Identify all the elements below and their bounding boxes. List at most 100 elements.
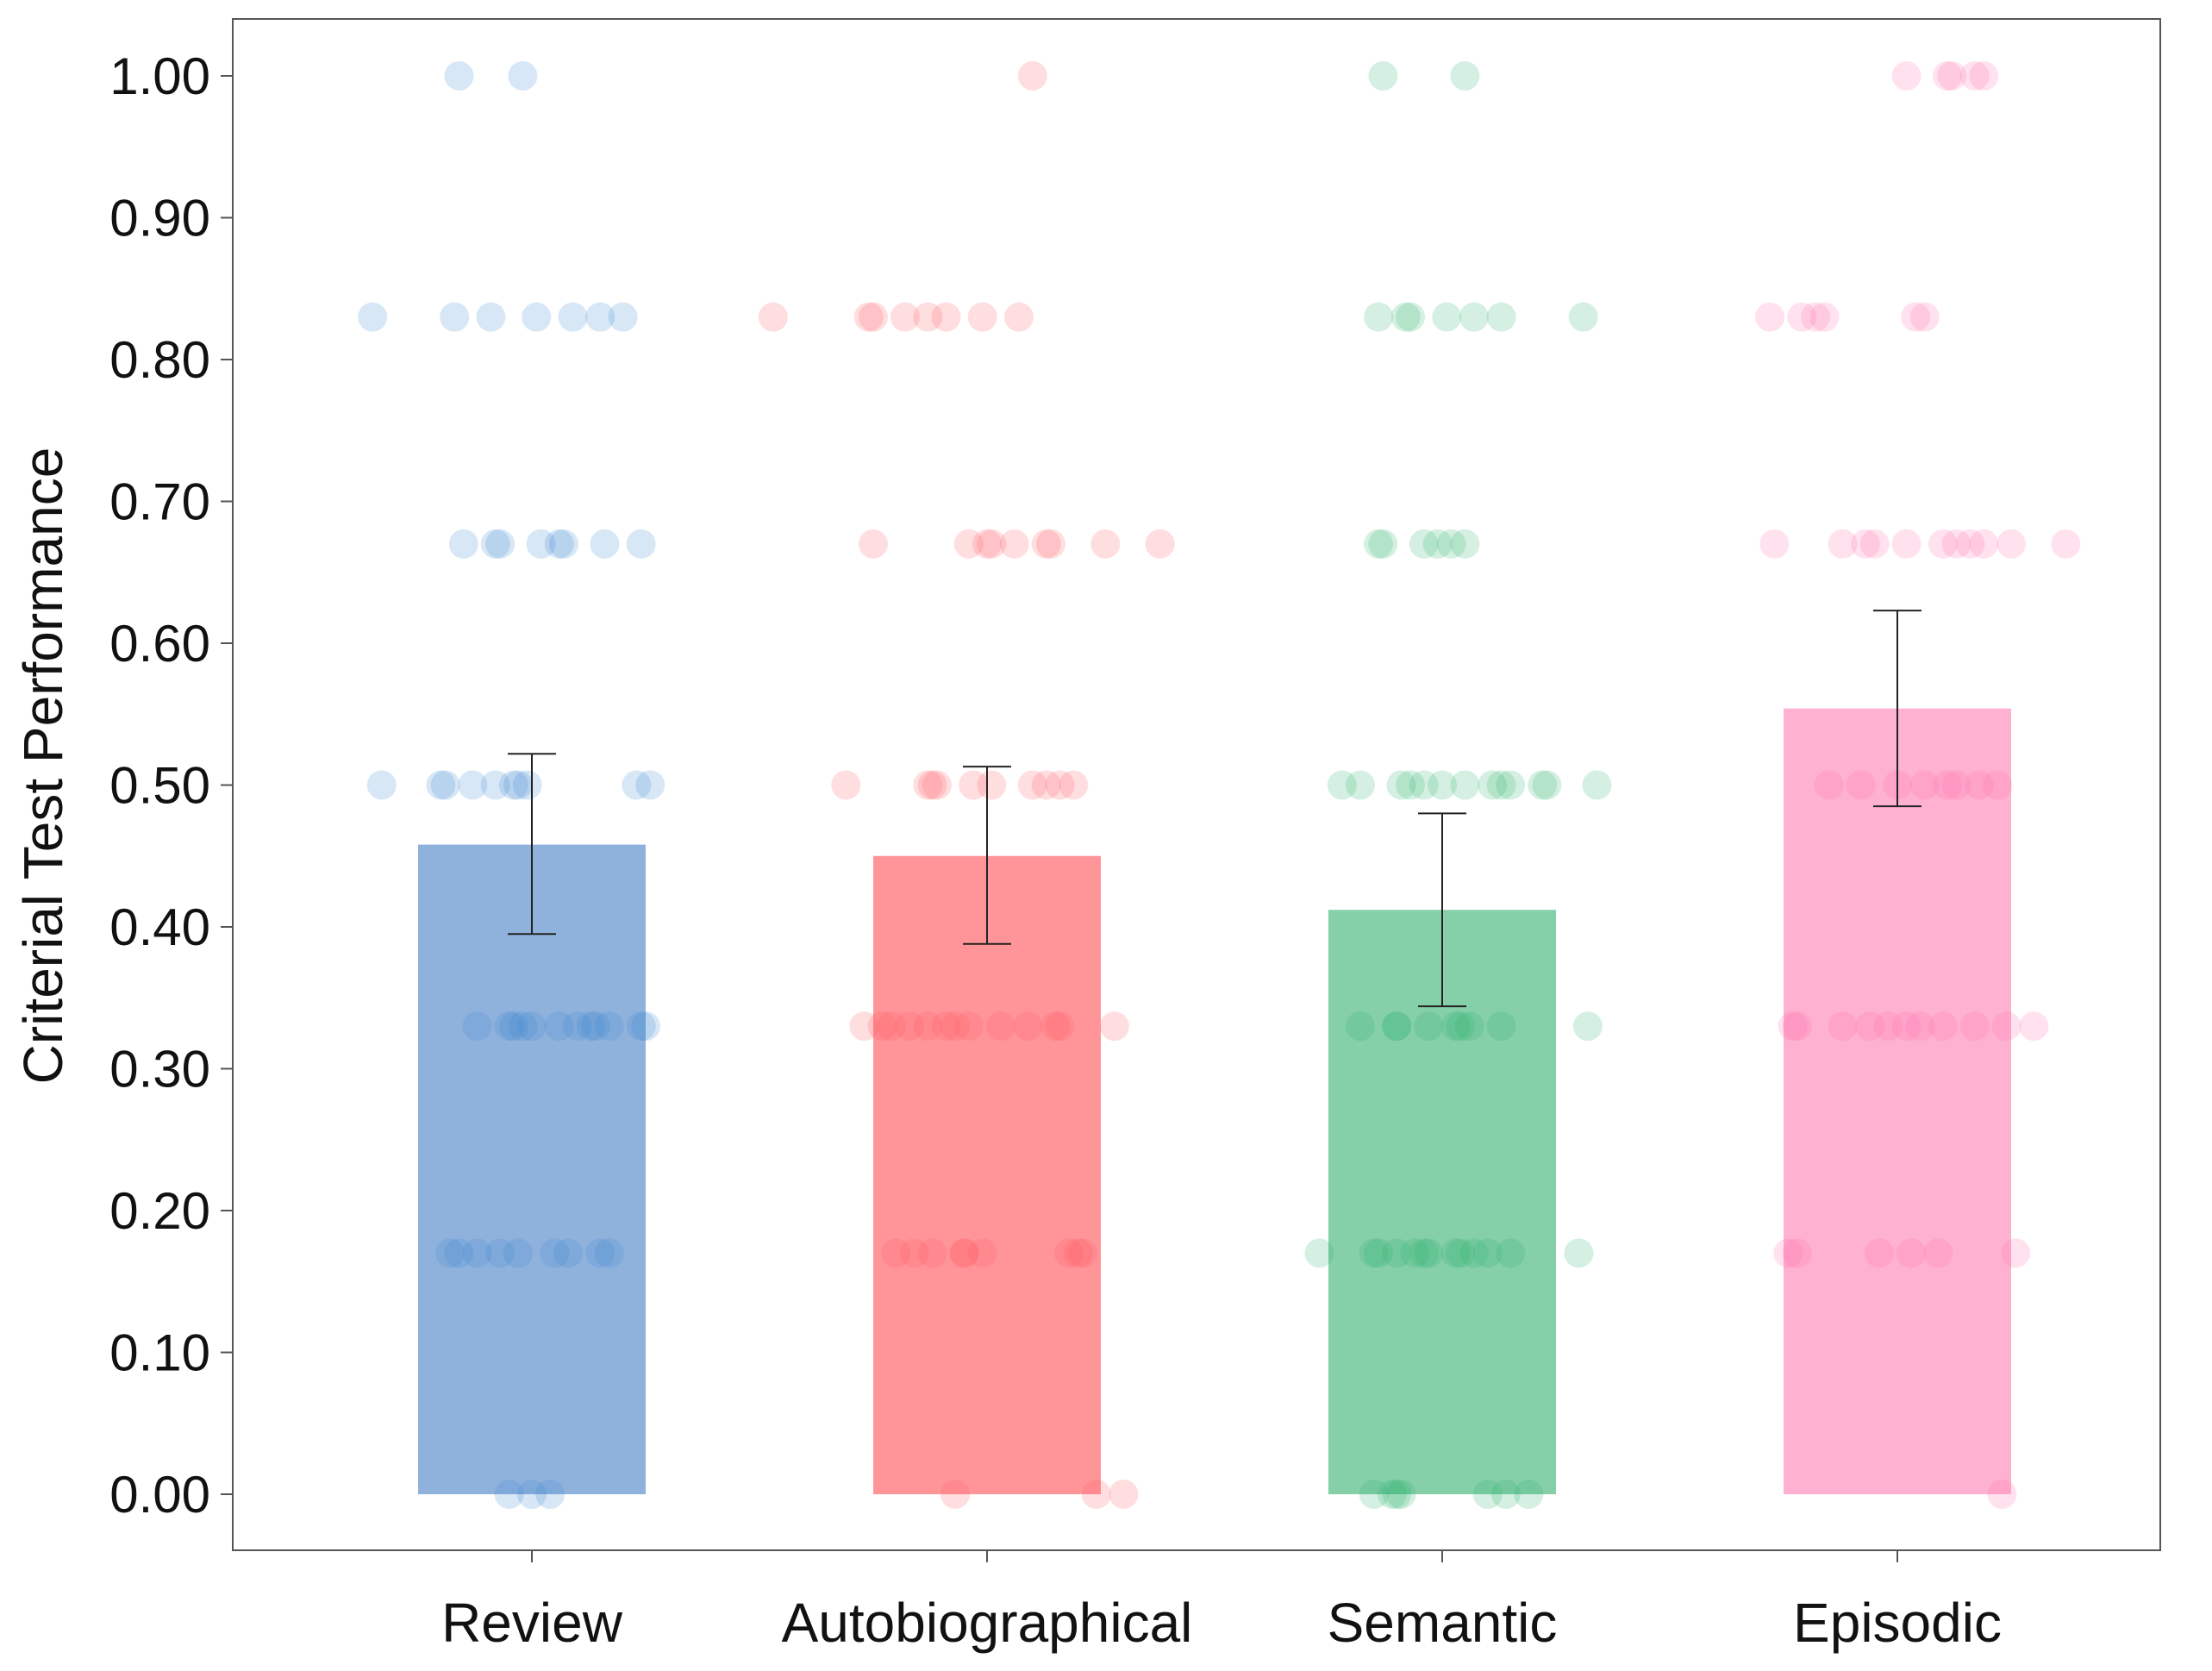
data-point: [1364, 529, 1394, 559]
data-point: [358, 302, 388, 332]
data-point: [1040, 1011, 1071, 1042]
data-point: [899, 1238, 929, 1268]
data-point: [1568, 302, 1598, 332]
bar-autobiographical: [873, 855, 1101, 1494]
data-point: [448, 529, 478, 559]
data-point: [558, 302, 588, 332]
data-point: [881, 1238, 911, 1268]
data-point: [967, 1238, 997, 1268]
data-point: [553, 1238, 584, 1268]
data-point: [1800, 302, 1830, 332]
bar-semantic: [1328, 910, 1556, 1494]
data-point: [853, 302, 884, 332]
data-point: [1099, 1011, 1129, 1042]
error-bars: [508, 610, 1921, 1008]
data-point: [1382, 1480, 1412, 1509]
data-point: [1017, 770, 1047, 800]
data-point: [434, 1238, 465, 1268]
data-point: [1396, 770, 1426, 800]
data-point: [1345, 770, 1375, 800]
data-point: [1873, 1011, 1903, 1042]
data-point: [1955, 529, 1985, 559]
data-point: [1782, 1238, 1812, 1268]
y-axis: 0.00 0.10 0.20 0.30 0.40 0.50 0.60 0.70 0.80 0.90…: [109, 47, 233, 1524]
data-point: [859, 529, 888, 559]
data-point: [1496, 770, 1526, 800]
data-point: [1941, 529, 1971, 559]
data-point: [1909, 770, 1940, 800]
data-point: [1409, 1238, 1439, 1268]
data-point: [1855, 1011, 1885, 1042]
data-point: [913, 1011, 943, 1042]
data-point: [1778, 1011, 1808, 1042]
data-point: [867, 1011, 897, 1042]
data-point: [1054, 1238, 1084, 1268]
data-point: [1814, 770, 1844, 800]
y-tick-label: 0.40: [109, 898, 210, 956]
data-point: [1382, 1011, 1412, 1042]
data-point: [953, 529, 984, 559]
data-point: [544, 529, 574, 559]
data-point: [931, 1011, 961, 1042]
data-point: [1368, 61, 1398, 91]
data-point: [522, 302, 552, 332]
data-point: [1017, 61, 1047, 91]
x-axis: Review Autobiographical Semantic Episodic: [441, 1550, 2002, 1654]
data-point: [1428, 770, 1457, 800]
data-point: [1063, 1238, 1093, 1268]
data-point: [508, 1011, 538, 1042]
data-point: [562, 1011, 592, 1042]
data-point: [608, 302, 638, 332]
data-point: [1909, 302, 1940, 332]
data-point: [1933, 770, 1963, 800]
data-point: [1905, 1011, 1935, 1042]
data-point: [626, 529, 656, 559]
data-point: [831, 770, 861, 800]
y-tick-label: 0.80: [109, 331, 210, 389]
data-point: [1923, 1238, 1953, 1268]
data-point: [1459, 302, 1489, 332]
y-tick-label: 0.60: [109, 615, 210, 673]
data-point: [977, 770, 1007, 800]
data-point: [1496, 1238, 1526, 1268]
data-point: [1486, 1011, 1516, 1042]
y-tick-label: 0.10: [109, 1324, 210, 1382]
data-point: [1787, 302, 1817, 332]
data-point: [1081, 1480, 1111, 1509]
data-point: [590, 529, 620, 559]
y-tick-label: 0.50: [109, 757, 210, 815]
data-point: [1013, 1011, 1043, 1042]
data-point: [622, 770, 652, 800]
data-point: [1003, 302, 1034, 332]
data-point: [1828, 1011, 1858, 1042]
data-point: [1396, 302, 1426, 332]
y-tick-label: 0.70: [109, 473, 210, 531]
data-point: [576, 1011, 606, 1042]
data-point: [1359, 1480, 1389, 1509]
data-point: [480, 529, 510, 559]
data-point: [1432, 302, 1462, 332]
data-point: [444, 1238, 474, 1268]
data-point: [1386, 1480, 1416, 1509]
data-point: [498, 1011, 528, 1042]
y-axis-label: Criterial Test Performance: [12, 447, 74, 1085]
data-point: [1067, 1238, 1097, 1268]
data-point: [1440, 1238, 1471, 1268]
data-point: [2019, 1011, 2049, 1042]
data-point: [1572, 1011, 1603, 1042]
data-point: [494, 1011, 524, 1042]
data-point: [498, 770, 528, 800]
data-point: [913, 770, 943, 800]
data-point: [480, 770, 510, 800]
data-point: [1359, 1238, 1389, 1268]
data-point: [1414, 1011, 1444, 1042]
data-point: [512, 770, 542, 800]
data-point: [1390, 302, 1421, 332]
data-point: [1928, 529, 1958, 559]
data-point: [877, 1011, 907, 1042]
data-point: [1090, 529, 1121, 559]
data-point: [758, 302, 788, 332]
data-point: [1959, 1011, 1990, 1042]
data-point: [1472, 1480, 1503, 1509]
data-point: [1409, 770, 1439, 800]
